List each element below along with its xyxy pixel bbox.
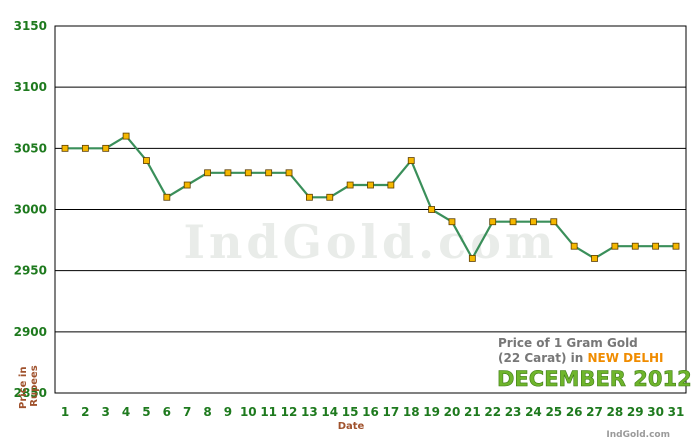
legend-city: NEW DELHI xyxy=(588,351,664,365)
legend-title: Price of 1 Gram Gold xyxy=(498,336,638,350)
price-marker xyxy=(163,193,171,201)
legend-month: DECEMBER 2012 xyxy=(497,367,692,391)
x-tick-label: 15 xyxy=(342,405,359,419)
watermark-text: IndGold.com xyxy=(183,215,557,269)
y-tick-label: 2850 xyxy=(14,386,47,400)
price-marker xyxy=(550,218,558,226)
y-tick-label: 3000 xyxy=(14,203,47,217)
y-tick-label: 3100 xyxy=(14,80,47,94)
x-tick-label: 21 xyxy=(464,405,481,419)
price-marker xyxy=(305,193,313,201)
price-marker xyxy=(367,181,374,189)
x-tick-label: 3 xyxy=(102,405,110,419)
price-marker xyxy=(489,218,497,226)
x-tick-label: 23 xyxy=(505,405,522,419)
x-tick-label: 4 xyxy=(122,405,130,419)
y-tick-label: 3150 xyxy=(14,19,47,33)
x-tick-label: 9 xyxy=(224,405,232,419)
x-tick-label: 27 xyxy=(586,405,603,419)
price-marker xyxy=(81,144,89,152)
price-marker xyxy=(530,218,537,226)
x-tick-label: 25 xyxy=(545,405,562,419)
price-marker xyxy=(468,255,476,262)
price-marker xyxy=(652,242,660,250)
price-marker xyxy=(611,242,619,250)
price-marker xyxy=(143,157,150,164)
x-tick-label: 11 xyxy=(260,405,277,419)
y-axis-label: Price in Rupees xyxy=(18,363,40,409)
y-axis-label-line-1: Price in xyxy=(18,367,29,409)
price-marker xyxy=(183,181,191,189)
y-tick-label: 2950 xyxy=(14,264,47,278)
legend-subtitle: (22 Carat) in NEW DELHI xyxy=(498,351,663,365)
x-tick-label: 1 xyxy=(61,405,69,419)
legend-carat: (22 Carat) in xyxy=(498,351,588,365)
price-marker xyxy=(346,181,354,189)
x-tick-label: 29 xyxy=(627,405,644,419)
x-tick-label: 30 xyxy=(647,405,664,419)
price-markers xyxy=(61,132,680,262)
grid-layer xyxy=(54,25,687,394)
price-marker xyxy=(61,144,69,152)
source-credit: IndGold.com xyxy=(606,430,670,440)
y-axis-ticks: 2850 2900 2950 3000 3050 3100 3150 xyxy=(14,19,47,400)
x-axis-ticks: 1 2 3 4 5 6 7 8 9 10 11 12 13 14 15 16 17 18 19 20 21 22 23 24 2… xyxy=(61,405,685,419)
price-marker xyxy=(509,218,517,226)
y-tick-label: 3050 xyxy=(14,141,47,155)
price-marker xyxy=(102,144,110,152)
x-tick-label: 5 xyxy=(142,405,150,419)
legend-box: Price of 1 Gram Gold (22 Carat) in NEW D… xyxy=(497,336,692,391)
x-axis-label: Date xyxy=(338,421,365,432)
price-marker xyxy=(244,169,252,177)
price-marker xyxy=(407,157,415,164)
x-tick-label: 10 xyxy=(240,405,257,419)
price-marker xyxy=(326,193,334,201)
x-tick-label: 22 xyxy=(484,405,501,419)
x-tick-label: 14 xyxy=(321,405,338,419)
x-tick-label: 8 xyxy=(203,405,211,419)
x-tick-label: 19 xyxy=(423,405,440,419)
y-tick-label: 2900 xyxy=(14,325,47,339)
watermark-layer: IndGold.com xyxy=(183,215,557,269)
x-tick-label: 26 xyxy=(566,405,583,419)
x-tick-label: 24 xyxy=(525,405,542,419)
price-marker xyxy=(672,242,680,250)
price-marker xyxy=(631,242,639,250)
x-tick-label: 28 xyxy=(607,405,624,419)
price-marker xyxy=(224,169,232,177)
price-marker xyxy=(122,132,130,140)
price-marker xyxy=(591,255,598,262)
x-tick-label: 20 xyxy=(444,405,461,419)
price-marker xyxy=(204,169,211,177)
x-tick-label: 2 xyxy=(81,405,89,419)
price-marker xyxy=(428,206,436,213)
x-tick-label: 13 xyxy=(301,405,318,419)
x-tick-label: 6 xyxy=(163,405,171,419)
price-marker xyxy=(570,242,578,250)
x-tick-label: 18 xyxy=(403,405,420,419)
x-tick-label: 7 xyxy=(183,405,191,419)
price-marker xyxy=(448,218,456,226)
x-tick-label: 12 xyxy=(281,405,298,419)
price-marker xyxy=(265,169,273,177)
price-marker xyxy=(285,169,293,177)
x-tick-label: 16 xyxy=(362,405,379,419)
x-tick-label: 31 xyxy=(668,405,685,419)
x-tick-label: 17 xyxy=(383,405,400,419)
y-axis-label-line-2: Rupees xyxy=(29,365,40,407)
price-marker xyxy=(387,181,395,189)
